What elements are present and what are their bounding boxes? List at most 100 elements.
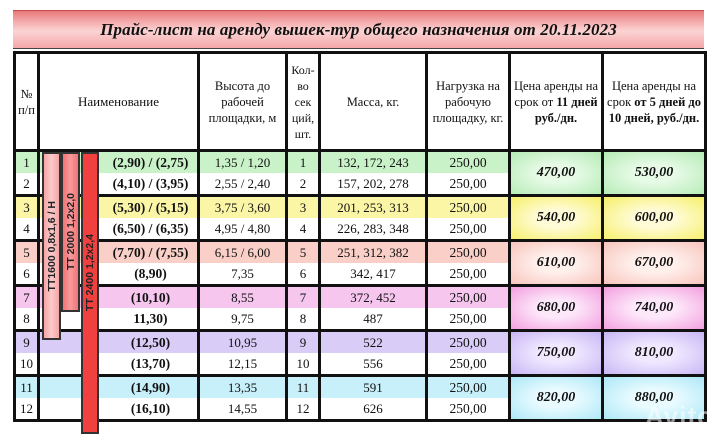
platform-load: 250,00 <box>426 330 511 353</box>
table-row: 12 (16,10) 14,55 12 626 250,00 <box>13 398 706 422</box>
row-number: 10 <box>13 353 40 377</box>
platform-load: 250,00 <box>426 285 511 308</box>
row-number: 1 <box>13 150 40 173</box>
platform-height: 7,35 <box>198 263 288 287</box>
platform-height: 4,95 / 4,80 <box>198 218 288 242</box>
header-num: № п/п <box>13 51 40 152</box>
table-row: 5 (7,70) / (7,55) 6,15 / 6,00 5 251, 312, 38… <box>13 239 707 287</box>
section-count: 6 <box>286 263 321 287</box>
tower-mass: 556 <box>319 353 428 377</box>
row-number: 5 <box>13 240 40 263</box>
row-number: 12 <box>13 398 40 422</box>
section-count: 7 <box>286 285 321 308</box>
tower-height-name: (12,50) <box>38 330 200 353</box>
header-sections: Кол-во сек ций, шт. <box>285 51 321 152</box>
row-number: 4 <box>13 218 40 242</box>
price-5-10-days: 600,00 <box>601 194 707 242</box>
price-5-10-days: 810,00 <box>601 329 707 377</box>
table-row: 8 11,30) 9,75 8 487 250,00 <box>13 308 706 332</box>
price-5-10-days: 670,00 <box>601 239 707 287</box>
tower-height-name: (16,10) <box>38 398 200 422</box>
tower-mass: 522 <box>319 330 428 353</box>
section-count: 4 <box>286 218 321 242</box>
avito-watermark: Avito <box>644 401 714 431</box>
price-11-days: 470,00 <box>508 149 604 197</box>
row-number: 9 <box>13 330 40 353</box>
price-5-10-days: 530,00 <box>601 149 707 197</box>
table-row: 7 (10,10) 8,55 7 372, 452 250,00 680,00 740,00 <box>13 284 707 332</box>
model-tt2000-bar: ТТ 2000 1,2х2,0 <box>61 152 80 312</box>
tower-mass: 251, 312, 382 <box>319 240 428 263</box>
platform-height: 6,15 / 6,00 <box>198 240 288 263</box>
platform-load: 250,00 <box>426 173 511 197</box>
header-row: № п/п Наименование Высота до рабочей пло… <box>13 51 707 152</box>
platform-load: 250,00 <box>426 218 511 242</box>
header-price-11-days: Цена аренды на срок от 11 дней руб./дн. <box>508 51 604 152</box>
section-count: 9 <box>286 330 321 353</box>
tower-mass: 157, 202, 278 <box>319 173 428 197</box>
price-5-10-days: 740,00 <box>601 284 707 332</box>
model-bars: ТТ1600 0,8х1,6 / Н ТТ 2000 1,2х2,0 ТТ 24… <box>37 152 101 434</box>
tower-mass: 226, 283, 348 <box>319 218 428 242</box>
price-11-days: 750,00 <box>508 329 604 377</box>
price-11-days: 540,00 <box>508 194 604 242</box>
header-name: Наименование <box>37 51 200 152</box>
tower-height-name: (13,70) <box>38 353 200 377</box>
header-load: Нагрузка на рабочую площадку, кг. <box>425 51 511 152</box>
section-count: 2 <box>286 173 321 197</box>
section-count: 1 <box>286 150 321 173</box>
section-count: 10 <box>286 353 321 377</box>
platform-height: 8,55 <box>198 285 288 308</box>
section-count: 3 <box>286 195 321 218</box>
platform-height: 9,75 <box>198 308 288 332</box>
row-number: 6 <box>13 263 40 287</box>
platform-load: 250,00 <box>426 240 511 263</box>
section-count: 5 <box>286 240 321 263</box>
platform-height: 12,15 <box>198 353 288 377</box>
row-number: 7 <box>13 285 40 308</box>
table-row: 9 (12,50) 10,95 9 522 250,00 750,00 810,00 <box>13 329 707 377</box>
platform-load: 250,00 <box>426 263 511 287</box>
platform-height: 3,75 / 3,60 <box>198 195 288 218</box>
platform-load: 250,00 <box>426 375 511 398</box>
platform-height: 2,55 / 2,40 <box>198 173 288 197</box>
platform-load: 250,00 <box>426 353 511 377</box>
platform-height: 1,35 / 1,20 <box>198 150 288 173</box>
price-list-title: Прайс-лист на аренду вышек-тур общего на… <box>13 10 704 49</box>
price-11-days: 680,00 <box>508 284 604 332</box>
row-number: 8 <box>13 308 40 332</box>
platform-height: 13,35 <box>198 375 288 398</box>
row-number: 11 <box>13 375 40 398</box>
platform-height: 10,95 <box>198 330 288 353</box>
price-11-days: 820,00 <box>508 374 604 422</box>
platform-load: 250,00 <box>426 150 511 173</box>
tower-mass: 132, 172, 243 <box>319 150 428 173</box>
tower-mass: 626 <box>319 398 428 422</box>
platform-height: 14,55 <box>198 398 288 422</box>
model-tt2400-label: ТТ 2400 1,2х2,4 <box>84 234 96 312</box>
table-row: 10 (13,70) 12,15 10 556 250,00 <box>13 353 706 377</box>
row-number: 3 <box>13 195 40 218</box>
section-count: 8 <box>286 308 321 332</box>
price-table: № п/п Наименование Высота до рабочей пло… <box>13 51 707 422</box>
platform-load: 250,00 <box>426 195 511 218</box>
model-tt1600-label: ТТ1600 0,8х1,6 / Н <box>45 200 58 292</box>
section-count: 11 <box>286 375 321 398</box>
model-tt2000-label: ТТ 2000 1,2х2,0 <box>64 193 77 271</box>
model-tt2400-bar: ТТ 2400 1,2х2,4 <box>81 152 99 434</box>
tower-mass: 201, 253, 313 <box>319 195 428 218</box>
table-row: 11 (14,90) 13,35 11 591 250,00 820,00 880,00 <box>13 374 707 422</box>
section-count: 12 <box>286 398 321 422</box>
price-11-days: 610,00 <box>508 239 604 287</box>
tower-mass: 342, 417 <box>319 263 428 287</box>
tower-mass: 487 <box>319 308 428 332</box>
table-row: 1 (2,90) / (2,75) 1,35 / 1,20 1 132, 172, 24… <box>13 149 707 197</box>
header-mass: Масса, кг. <box>318 51 428 152</box>
price-5-10-days: 880,00 <box>601 374 707 422</box>
tower-mass: 591 <box>319 375 428 398</box>
tower-height-name: 11,30) <box>38 308 200 332</box>
platform-load: 250,00 <box>426 308 511 332</box>
tower-height-name: (14,90) <box>38 375 200 398</box>
model-tt1600-bar: ТТ1600 0,8х1,6 / Н <box>42 152 61 340</box>
header-height: Высота до рабочей площадки, м <box>197 51 288 152</box>
